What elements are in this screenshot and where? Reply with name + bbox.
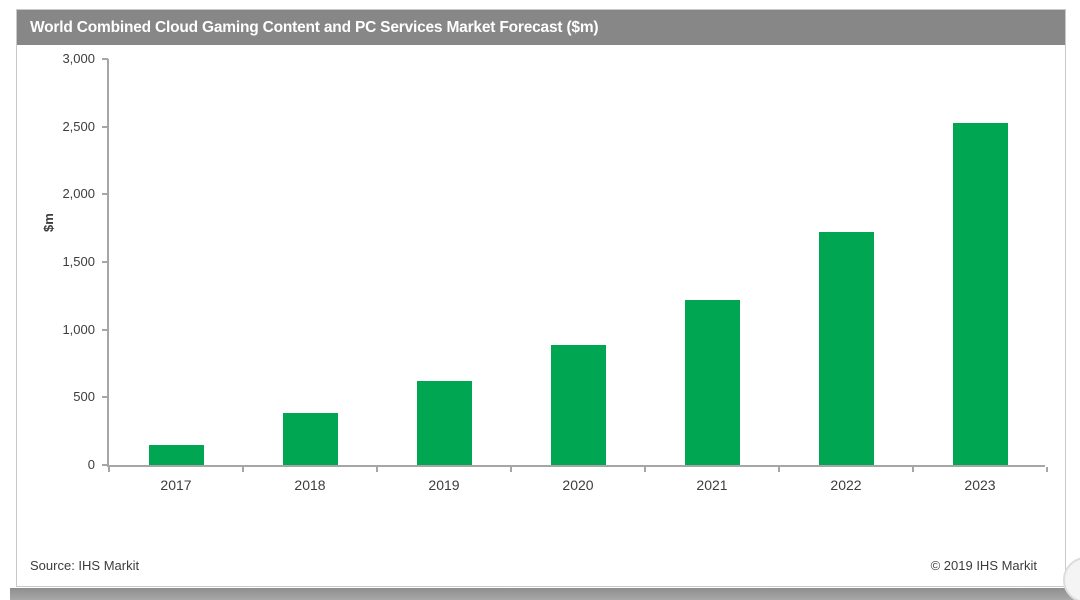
x-axis-label-2020: 2020 xyxy=(562,477,594,493)
x-axis-label-2018: 2018 xyxy=(294,477,326,493)
bar-2023 xyxy=(952,123,1008,465)
y-axis-tick xyxy=(102,464,108,466)
bar-2018 xyxy=(282,413,338,465)
bar-2019 xyxy=(416,381,472,465)
y-axis-tick-label: 1,000 xyxy=(62,321,95,337)
plot-area: 0 500 1,000 1,500 2,000 2,500 3,000 2017 2018 201… xyxy=(62,51,1048,493)
x-axis-label-2023: 2023 xyxy=(964,477,996,493)
x-axis-tick xyxy=(510,467,512,472)
bottom-divider-band xyxy=(10,588,1080,600)
x-axis-label-2017: 2017 xyxy=(160,477,192,493)
y-axis-tick-label: 2,000 xyxy=(62,186,95,202)
bar-2021 xyxy=(684,300,740,465)
x-axis-tick xyxy=(376,467,378,472)
y-axis-tick xyxy=(102,396,108,399)
x-axis-label-2022: 2022 xyxy=(830,477,862,493)
x-axis-label-2021: 2021 xyxy=(696,477,728,493)
x-axis-tick xyxy=(108,467,110,472)
y-axis-title: $m xyxy=(41,213,56,232)
chart-panel: World Combined Cloud Gaming Content and … xyxy=(16,9,1066,587)
copyright-label: © 2019 IHS Markit xyxy=(930,558,1037,573)
bar-2020 xyxy=(550,345,606,465)
y-axis-tick-label: 2,500 xyxy=(62,118,95,134)
y-axis-tick xyxy=(102,125,108,128)
x-axis-tick xyxy=(912,467,914,472)
x-axis-tick xyxy=(1046,467,1048,472)
bar-2017 xyxy=(148,445,204,465)
y-axis-tick-label: 1,500 xyxy=(62,254,95,269)
x-axis-label-2019: 2019 xyxy=(428,477,460,493)
y-axis-tick-label: 500 xyxy=(73,389,95,405)
y-axis-tick xyxy=(102,58,108,60)
chart-title: World Combined Cloud Gaming Content and … xyxy=(17,10,1065,45)
y-axis-tick xyxy=(102,193,108,196)
bar-2022 xyxy=(818,232,874,465)
x-axis-tick xyxy=(644,467,646,472)
x-axis-tick xyxy=(778,467,780,472)
source-label: Source: IHS Markit xyxy=(30,558,140,573)
y-axis-tick xyxy=(102,261,108,263)
x-axis-tick xyxy=(242,467,244,472)
y-axis-tick-label: 3,000 xyxy=(62,51,95,66)
y-axis-tick-label: 0 xyxy=(87,457,95,472)
y-axis-tick xyxy=(102,328,108,331)
